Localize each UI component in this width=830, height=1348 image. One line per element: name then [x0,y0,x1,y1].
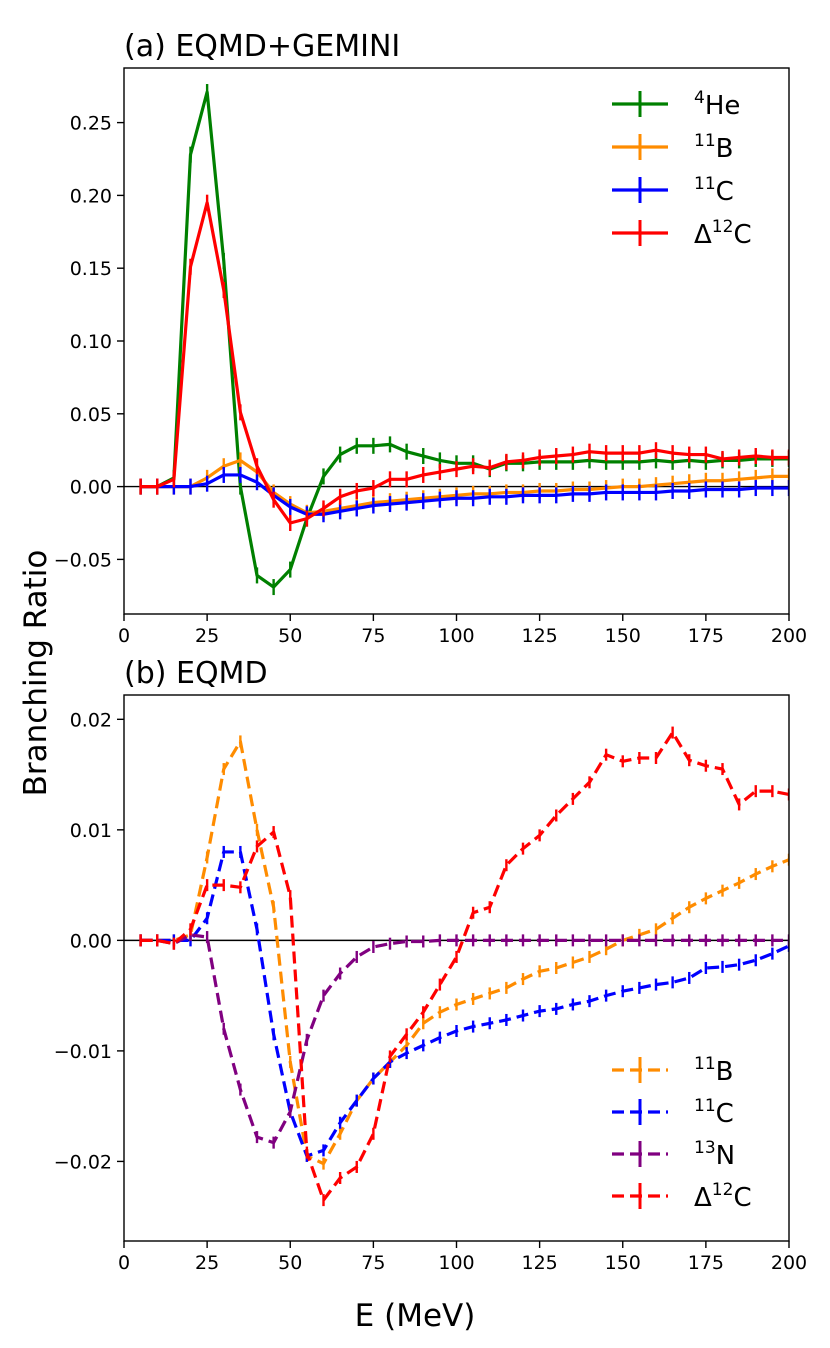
legend-base: B [716,1057,734,1087]
plot-frame [123,694,790,1242]
series-line-13N [140,933,789,1145]
x-tick-label: 50 [278,1252,302,1274]
x-tick-label: 125 [521,625,557,647]
series-line-11C [140,850,789,1158]
legend-label: 11B [694,1054,733,1087]
legend-base: B [716,134,734,164]
y-tick-label: 0.05 [70,404,112,426]
y-tick-label: 0.00 [70,477,112,499]
legend-superscript: 12 [712,1180,734,1200]
legend-entry-Δ12C: Δ12C [612,1180,752,1213]
x-tick-label: 200 [771,1252,807,1274]
legend-base: C [733,1183,751,1213]
series-group [139,84,789,596]
y-axis-title: Branching Ratio [18,550,54,797]
x-tick-label: 175 [688,625,724,647]
panel-b: (b) EQMD 0 25 50 75 100 125 150 175 200 −0.02 −0.01… [54,656,807,1274]
x-tick-label: 150 [605,625,641,647]
legend-label: Δ12C [694,217,752,250]
series-line-Δ12C [140,201,789,525]
panel-title: (b) EQMD [124,656,268,691]
y-tick-label: −0.01 [54,1041,112,1063]
x-tick-label: 0 [118,1252,130,1274]
legend-entry-11B: 11B [612,1054,733,1087]
legend-entry-11C: 11C [612,1096,734,1129]
legend-base: C [716,177,734,207]
legend-superscript: 11 [694,1096,716,1116]
panel-a: (a) EQMD+GEMINI 0 25 50 75 100 125 150 175 200 −0.… [54,29,807,647]
legend-entry-11B: 11B [612,131,733,164]
legend-label: Δ12C [694,1180,752,1213]
legend-label: 11C [694,1096,734,1129]
y-tick-label: 0.02 [70,709,112,731]
x-tick-label: 75 [361,625,385,647]
legend-superscript: 11 [694,131,716,151]
x-axis-title: E (MeV) [355,1298,476,1334]
x-tick-label: 100 [438,625,474,647]
x-tick-label: 100 [438,1252,474,1274]
x-tick-label: 200 [771,625,807,647]
x-tick-label: 25 [195,625,219,647]
legend-label: 11B [694,131,733,164]
x-tick-label: 0 [118,625,130,647]
plot-frame [123,67,790,615]
x-tick-label: 175 [688,1252,724,1274]
series-line-Δ12C [140,730,789,1202]
legend-superscript: 13 [694,1138,716,1158]
legend-superscript: 11 [694,1054,716,1074]
legend-superscript: 12 [712,217,734,237]
legend-label: 11C [694,174,734,207]
legend-label: 4He [694,88,740,121]
y-tick-label: 0.00 [70,930,112,952]
legend-prefix: Δ [694,220,712,250]
y-tick-label: 0.25 [70,113,112,135]
legend-base: C [733,220,751,250]
series-line-11C [140,473,789,516]
y-tick-label: 0.01 [70,820,112,842]
x-tick-label: 25 [195,1252,219,1274]
y-tick-label: 0.20 [70,185,112,207]
x-tick-label: 125 [521,1252,557,1274]
legend-entry-Δ12C: Δ12C [612,217,752,250]
legend-entry-13N: 13N [612,1138,735,1171]
x-tick-label: 150 [605,1252,641,1274]
legend-base: He [705,91,741,121]
y-tick-label: −0.02 [54,1151,112,1173]
legend-base: C [716,1099,734,1129]
series-line-11B [140,739,789,1166]
legend-label: 13N [694,1138,735,1171]
legend-superscript: 4 [694,88,705,108]
y-tick-label: 0.10 [70,331,112,353]
x-tick-label: 75 [361,1252,385,1274]
legend-superscript: 11 [694,174,716,194]
y-tick-label: −0.05 [54,549,112,571]
y-tick-label: 0.15 [70,258,112,280]
x-tick-label: 50 [278,625,302,647]
legend-entry-4He: 4He [612,88,740,121]
legend-entry-11C: 11C [612,174,734,207]
panel-title: (a) EQMD+GEMINI [124,29,400,64]
legend-base: N [716,1141,735,1171]
series-line-4He [140,90,789,589]
series-line-11B [140,458,789,515]
legend-prefix: Δ [694,1183,712,1213]
series-group [139,726,789,1207]
